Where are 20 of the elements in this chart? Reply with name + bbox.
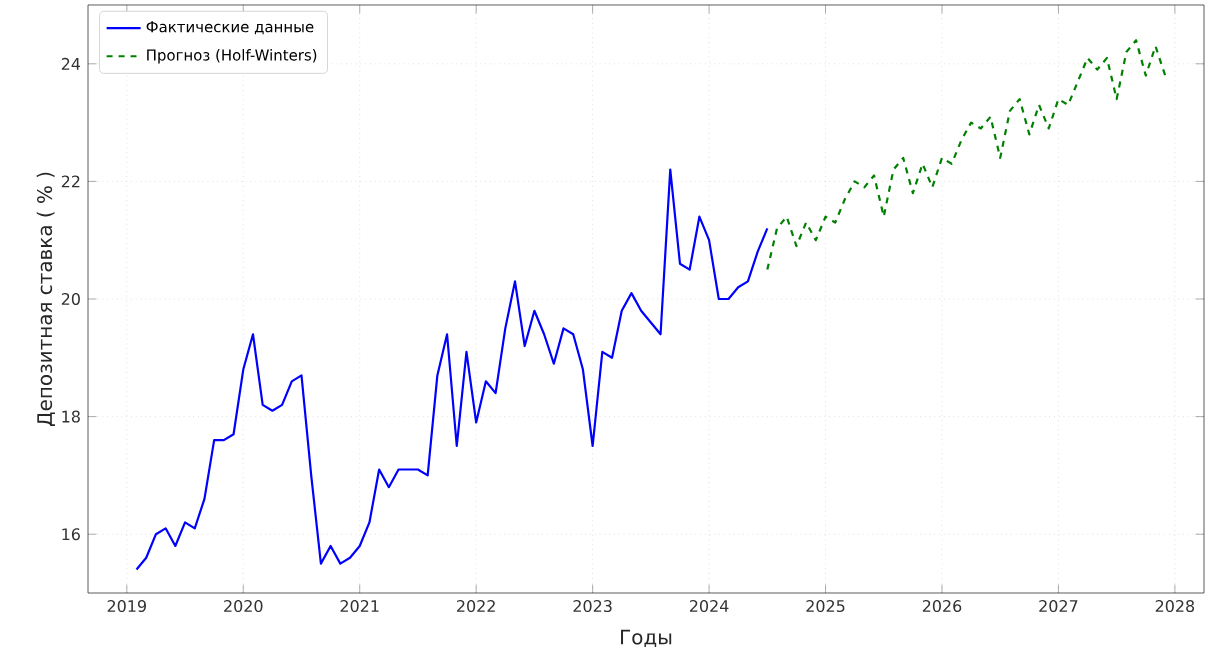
x-tick-label: 2022 <box>457 600 495 613</box>
y-axis-title: Депозитная ставка ( % ) <box>36 172 55 427</box>
line-series <box>766 39 1167 271</box>
x-tick-label: 2019 <box>107 600 146 613</box>
y-tick-label: 22 <box>61 175 80 188</box>
x-tick-label: 2020 <box>224 600 263 613</box>
x-tick-label: 2027 <box>1039 600 1078 613</box>
x-tick-label: 2026 <box>922 600 962 613</box>
x-axis-title: Годы <box>621 629 672 648</box>
legend-label: Фактические данные <box>146 21 314 35</box>
x-tick-label: 2024 <box>689 600 729 613</box>
x-tick-label: 2028 <box>1155 600 1195 613</box>
y-tick-label: 20 <box>61 292 80 306</box>
x-tick-label: 2025 <box>806 600 845 613</box>
y-tick-label: 16 <box>62 528 80 541</box>
x-tick-label: 2021 <box>340 600 379 613</box>
y-tick-label: 18 <box>62 410 80 423</box>
y-tick-label: 24 <box>61 57 81 70</box>
legend-label: Прогноз (Holf-Winters) <box>147 49 317 64</box>
x-tick-label: 2023 <box>573 600 612 613</box>
